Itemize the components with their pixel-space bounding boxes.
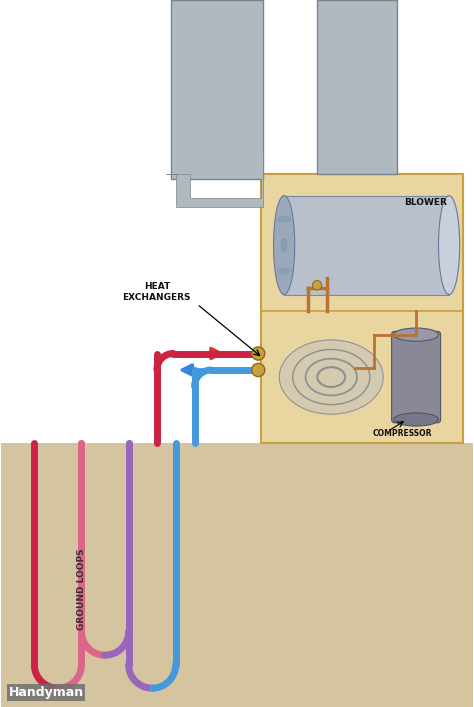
Ellipse shape <box>277 267 291 274</box>
Circle shape <box>252 347 265 360</box>
Text: GROUND LOOPS: GROUND LOOPS <box>77 549 86 630</box>
Circle shape <box>252 363 265 377</box>
FancyBboxPatch shape <box>392 332 441 423</box>
Polygon shape <box>317 0 397 175</box>
Ellipse shape <box>281 238 288 252</box>
Ellipse shape <box>394 413 438 426</box>
Polygon shape <box>166 175 263 207</box>
Ellipse shape <box>279 339 383 415</box>
Polygon shape <box>261 151 263 179</box>
Text: BLOWER: BLOWER <box>404 198 447 207</box>
Polygon shape <box>284 196 449 295</box>
Text: HEAT
EXCHANGERS: HEAT EXCHANGERS <box>123 282 191 303</box>
Polygon shape <box>1 443 473 707</box>
Ellipse shape <box>273 196 295 295</box>
Ellipse shape <box>277 216 291 223</box>
Ellipse shape <box>438 196 460 295</box>
Polygon shape <box>261 175 463 443</box>
Circle shape <box>312 281 322 290</box>
Polygon shape <box>171 0 263 179</box>
Text: COMPRESSOR: COMPRESSOR <box>372 429 432 438</box>
Text: Handyman: Handyman <box>9 686 83 699</box>
Ellipse shape <box>281 238 288 252</box>
Ellipse shape <box>394 328 438 341</box>
